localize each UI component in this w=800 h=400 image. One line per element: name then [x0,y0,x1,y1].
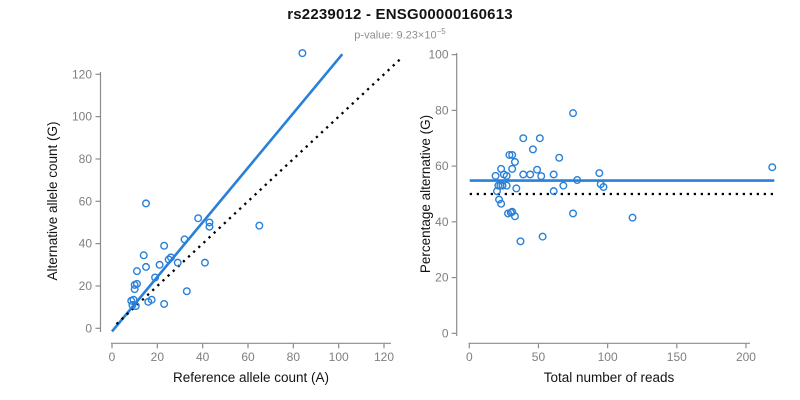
y-tick-label: 0 [442,326,449,340]
data-point [166,253,175,262]
pvalue-text: p-value: 9.23×10 [354,29,437,42]
pvalue-exponent: −5 [436,27,446,36]
y-tick-label: 40 [435,215,449,229]
data-point [535,134,544,143]
figure-title: rs2239012 - ENSG00000160613 [287,6,513,23]
data-point [205,218,214,227]
data-point [628,213,637,222]
data-point [516,237,525,246]
data-point [131,302,140,311]
data-point [164,255,173,264]
data-point [537,172,546,181]
data-point [205,222,214,231]
data-point [510,157,519,166]
allele-count-scatter-plot: 0 20 40 60 80 100 120 0 20 40 60 80 100 120 Reference … [45,49,403,385]
data-point [491,171,500,180]
data-point [130,285,139,294]
y-tick-label: 20 [435,271,449,285]
data-point [182,287,191,296]
y-tick-label: 80 [435,103,449,117]
percentage-reads-scatter-plot: 0 20 40 60 80 100 0 50 100 150 200 Total number of … [418,48,777,385]
identity-line [115,56,403,325]
data-point [132,267,141,276]
data-point [573,176,582,185]
x-tick-label: 150 [667,350,687,364]
data-point [147,295,156,304]
y-tick-label: 20 [79,279,93,293]
figure-subtitle: p-value: 9.23×10−5 [0,27,800,42]
y-tick-label: 100 [428,48,448,62]
data-point [498,181,507,190]
data-point [569,109,578,118]
y-tick-label: 80 [79,152,93,166]
data-point [139,251,148,260]
data-point [128,301,137,310]
data-point [497,199,506,208]
data-point [595,169,604,178]
x-tick-label: 60 [241,350,255,364]
y-axis-title: Alternative allele count (G) [45,121,60,280]
data-point [519,134,528,143]
data-point [155,260,164,269]
data-point [508,164,517,173]
data-point [502,171,511,180]
data-point [298,49,307,58]
data-point [559,181,568,190]
data-point [768,163,777,172]
data-point [505,150,514,159]
x-axis-title: Total number of reads [544,370,675,385]
data-point [194,214,203,223]
x-tick-label: 100 [598,350,618,364]
data-point [533,165,542,174]
y-tick-label: 40 [79,237,93,251]
data-point [142,262,151,271]
x-tick-label: 20 [151,350,165,364]
data-point [510,212,519,221]
x-tick-label: 120 [374,350,394,364]
data-point [180,235,189,244]
data-point [255,221,264,230]
y-tick-label: 0 [85,321,92,335]
data-point [599,182,608,191]
data-point [512,184,521,193]
data-point [142,199,151,208]
y-tick-label: 120 [72,67,92,81]
data-point [549,187,558,196]
data-point [492,187,501,196]
data-point [502,181,511,190]
x-tick-label: 100 [329,350,349,364]
data-point [495,195,504,204]
data-point [538,232,547,241]
data-point [508,150,517,159]
regression-line [110,53,344,333]
data-point [528,145,537,154]
x-tick-label: 80 [287,350,301,364]
data-point [549,170,558,179]
y-axis-title: Percentage alternative (G) [418,115,433,273]
data-point [151,273,160,282]
x-tick-label: 40 [196,350,210,364]
data-point [200,258,209,267]
data-point [519,170,528,179]
data-point [173,258,182,267]
x-tick-label: 50 [532,350,546,364]
x-tick-label: 200 [736,350,756,364]
data-point [569,209,578,218]
data-point [555,153,564,162]
x-tick-label: 0 [466,350,473,364]
data-point [160,299,169,308]
y-tick-label: 100 [72,110,92,124]
data-point [160,241,169,250]
y-tick-label: 60 [435,159,449,173]
y-tick-label: 60 [79,194,93,208]
x-tick-label: 0 [109,350,116,364]
x-axis-title: Reference allele count (A) [173,370,329,385]
data-point [526,170,535,179]
